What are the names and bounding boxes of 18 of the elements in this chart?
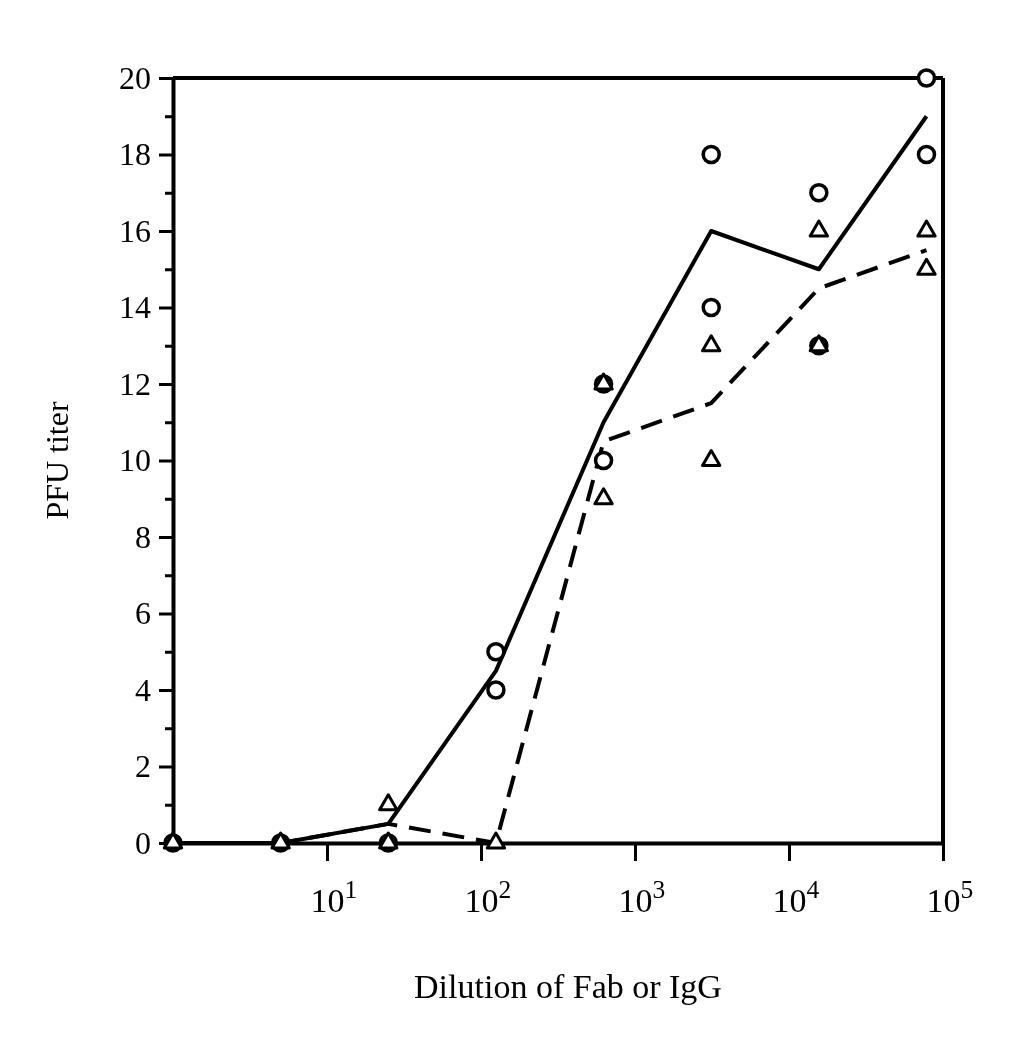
y-tick-label: 16 (119, 212, 151, 249)
y-tick-label: 8 (135, 518, 151, 555)
x-tick-label: 10$^{4}$ (772, 874, 820, 920)
x-tick-label: 10$^{3}$ (618, 874, 666, 920)
y-tick-label: 4 (135, 671, 151, 708)
y-tick-label: 2 (135, 748, 151, 785)
y-tick-label: 6 (135, 595, 151, 632)
y-tick-label: 12 (119, 365, 151, 402)
y-tick-label: 20 (119, 59, 151, 96)
y-axis-title: PFU titer (39, 401, 75, 520)
y-tick-label: 14 (119, 289, 151, 326)
y-tick-label: 10 (119, 442, 151, 479)
y-tick-label: 0 (135, 824, 151, 861)
x-tick-label: 10$^{5}$ (926, 874, 974, 920)
x-tick-label: 10$^{1}$ (310, 874, 358, 920)
x-tick-label: 10$^{2}$ (464, 874, 512, 920)
x-axis-title: Dilution of Fab or IgG (414, 968, 722, 1005)
y-tick-label: 18 (119, 136, 151, 173)
